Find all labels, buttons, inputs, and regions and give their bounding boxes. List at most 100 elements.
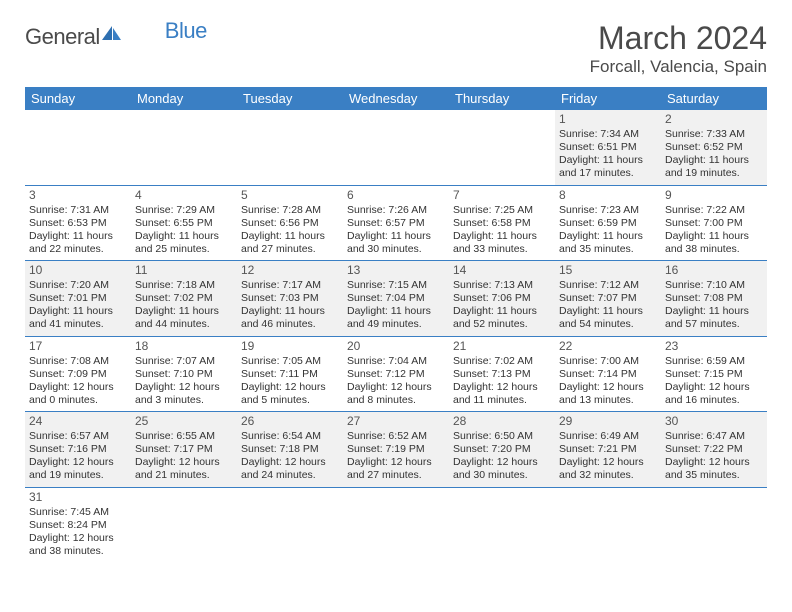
- daylight-text: Daylight: 11 hours and 33 minutes.: [453, 230, 551, 256]
- calendar-day-cell: 4Sunrise: 7:29 AMSunset: 6:55 PMDaylight…: [131, 185, 237, 261]
- day-number: 23: [665, 339, 763, 354]
- day-number: 30: [665, 414, 763, 429]
- calendar-week-row: 1Sunrise: 7:34 AMSunset: 6:51 PMDaylight…: [25, 110, 767, 185]
- sunrise-text: Sunrise: 7:05 AM: [241, 355, 339, 368]
- sunrise-text: Sunrise: 6:54 AM: [241, 430, 339, 443]
- sunset-text: Sunset: 6:55 PM: [135, 217, 233, 230]
- day-number: 18: [135, 339, 233, 354]
- daylight-text: Daylight: 12 hours and 16 minutes.: [665, 381, 763, 407]
- sunset-text: Sunset: 6:53 PM: [29, 217, 127, 230]
- daylight-text: Daylight: 12 hours and 11 minutes.: [453, 381, 551, 407]
- sunset-text: Sunset: 7:21 PM: [559, 443, 657, 456]
- sunrise-text: Sunrise: 7:08 AM: [29, 355, 127, 368]
- calendar-day-cell: 31Sunrise: 7:45 AMSunset: 8:24 PMDayligh…: [25, 487, 131, 562]
- calendar-week-row: 24Sunrise: 6:57 AMSunset: 7:16 PMDayligh…: [25, 412, 767, 488]
- day-number: 27: [347, 414, 445, 429]
- sunrise-text: Sunrise: 7:15 AM: [347, 279, 445, 292]
- day-number: 17: [29, 339, 127, 354]
- sunset-text: Sunset: 7:00 PM: [665, 217, 763, 230]
- sunrise-text: Sunrise: 6:47 AM: [665, 430, 763, 443]
- calendar-day-cell: 8Sunrise: 7:23 AMSunset: 6:59 PMDaylight…: [555, 185, 661, 261]
- sail-icon: [101, 25, 123, 48]
- logo: General Blue: [25, 24, 207, 50]
- sunrise-text: Sunrise: 7:29 AM: [135, 204, 233, 217]
- calendar-day-cell: 16Sunrise: 7:10 AMSunset: 7:08 PMDayligh…: [661, 261, 767, 337]
- sunset-text: Sunset: 7:09 PM: [29, 368, 127, 381]
- day-number: 10: [29, 263, 127, 278]
- daylight-text: Daylight: 11 hours and 46 minutes.: [241, 305, 339, 331]
- location: Forcall, Valencia, Spain: [590, 57, 767, 77]
- daylight-text: Daylight: 11 hours and 52 minutes.: [453, 305, 551, 331]
- calendar-day-cell: [661, 487, 767, 562]
- calendar-day-cell: [25, 110, 131, 185]
- day-number: 31: [29, 490, 127, 505]
- sunrise-text: Sunrise: 6:52 AM: [347, 430, 445, 443]
- daylight-text: Daylight: 12 hours and 5 minutes.: [241, 381, 339, 407]
- calendar-day-cell: 3Sunrise: 7:31 AMSunset: 6:53 PMDaylight…: [25, 185, 131, 261]
- daylight-text: Daylight: 12 hours and 19 minutes.: [29, 456, 127, 482]
- sunrise-text: Sunrise: 7:34 AM: [559, 128, 657, 141]
- daylight-text: Daylight: 12 hours and 24 minutes.: [241, 456, 339, 482]
- sunrise-text: Sunrise: 7:33 AM: [665, 128, 763, 141]
- sunrise-text: Sunrise: 7:26 AM: [347, 204, 445, 217]
- sunset-text: Sunset: 7:12 PM: [347, 368, 445, 381]
- sunset-text: Sunset: 6:59 PM: [559, 217, 657, 230]
- month-title: March 2024: [590, 20, 767, 57]
- calendar-day-cell: 25Sunrise: 6:55 AMSunset: 7:17 PMDayligh…: [131, 412, 237, 488]
- header: General Blue March 2024 Forcall, Valenci…: [25, 20, 767, 77]
- sunrise-text: Sunrise: 7:12 AM: [559, 279, 657, 292]
- daylight-text: Daylight: 12 hours and 3 minutes.: [135, 381, 233, 407]
- sunrise-text: Sunrise: 7:23 AM: [559, 204, 657, 217]
- weekday-header: Monday: [131, 87, 237, 110]
- calendar-day-cell: 20Sunrise: 7:04 AMSunset: 7:12 PMDayligh…: [343, 336, 449, 412]
- day-number: 14: [453, 263, 551, 278]
- calendar-day-cell: 6Sunrise: 7:26 AMSunset: 6:57 PMDaylight…: [343, 185, 449, 261]
- daylight-text: Daylight: 11 hours and 38 minutes.: [665, 230, 763, 256]
- sunset-text: Sunset: 7:08 PM: [665, 292, 763, 305]
- sunset-text: Sunset: 7:18 PM: [241, 443, 339, 456]
- day-number: 21: [453, 339, 551, 354]
- weekday-header: Sunday: [25, 87, 131, 110]
- sunrise-text: Sunrise: 7:18 AM: [135, 279, 233, 292]
- daylight-text: Daylight: 11 hours and 49 minutes.: [347, 305, 445, 331]
- daylight-text: Daylight: 12 hours and 27 minutes.: [347, 456, 445, 482]
- day-number: 12: [241, 263, 339, 278]
- calendar-week-row: 3Sunrise: 7:31 AMSunset: 6:53 PMDaylight…: [25, 185, 767, 261]
- day-number: 5: [241, 188, 339, 203]
- sunset-text: Sunset: 7:22 PM: [665, 443, 763, 456]
- sunset-text: Sunset: 6:51 PM: [559, 141, 657, 154]
- title-block: March 2024 Forcall, Valencia, Spain: [590, 20, 767, 77]
- day-number: 11: [135, 263, 233, 278]
- daylight-text: Daylight: 11 hours and 17 minutes.: [559, 154, 657, 180]
- weekday-header: Tuesday: [237, 87, 343, 110]
- calendar-day-cell: [131, 487, 237, 562]
- calendar-day-cell: [555, 487, 661, 562]
- sunrise-text: Sunrise: 7:22 AM: [665, 204, 763, 217]
- calendar-day-cell: [449, 487, 555, 562]
- day-number: 28: [453, 414, 551, 429]
- calendar-day-cell: 29Sunrise: 6:49 AMSunset: 7:21 PMDayligh…: [555, 412, 661, 488]
- daylight-text: Daylight: 11 hours and 57 minutes.: [665, 305, 763, 331]
- sunset-text: Sunset: 7:14 PM: [559, 368, 657, 381]
- calendar-day-cell: 13Sunrise: 7:15 AMSunset: 7:04 PMDayligh…: [343, 261, 449, 337]
- weekday-header: Wednesday: [343, 87, 449, 110]
- calendar-day-cell: 11Sunrise: 7:18 AMSunset: 7:02 PMDayligh…: [131, 261, 237, 337]
- sunset-text: Sunset: 7:03 PM: [241, 292, 339, 305]
- sunset-text: Sunset: 6:58 PM: [453, 217, 551, 230]
- sunset-text: Sunset: 6:57 PM: [347, 217, 445, 230]
- calendar-day-cell: 2Sunrise: 7:33 AMSunset: 6:52 PMDaylight…: [661, 110, 767, 185]
- calendar-table: Sunday Monday Tuesday Wednesday Thursday…: [25, 87, 767, 562]
- calendar-day-cell: [237, 110, 343, 185]
- daylight-text: Daylight: 11 hours and 54 minutes.: [559, 305, 657, 331]
- calendar-day-cell: 27Sunrise: 6:52 AMSunset: 7:19 PMDayligh…: [343, 412, 449, 488]
- daylight-text: Daylight: 11 hours and 30 minutes.: [347, 230, 445, 256]
- sunrise-text: Sunrise: 7:45 AM: [29, 506, 127, 519]
- day-number: 2: [665, 112, 763, 127]
- calendar-day-cell: 17Sunrise: 7:08 AMSunset: 7:09 PMDayligh…: [25, 336, 131, 412]
- sunrise-text: Sunrise: 7:20 AM: [29, 279, 127, 292]
- calendar-day-cell: 5Sunrise: 7:28 AMSunset: 6:56 PMDaylight…: [237, 185, 343, 261]
- sunrise-text: Sunrise: 6:49 AM: [559, 430, 657, 443]
- daylight-text: Daylight: 12 hours and 8 minutes.: [347, 381, 445, 407]
- daylight-text: Daylight: 11 hours and 44 minutes.: [135, 305, 233, 331]
- sunset-text: Sunset: 7:20 PM: [453, 443, 551, 456]
